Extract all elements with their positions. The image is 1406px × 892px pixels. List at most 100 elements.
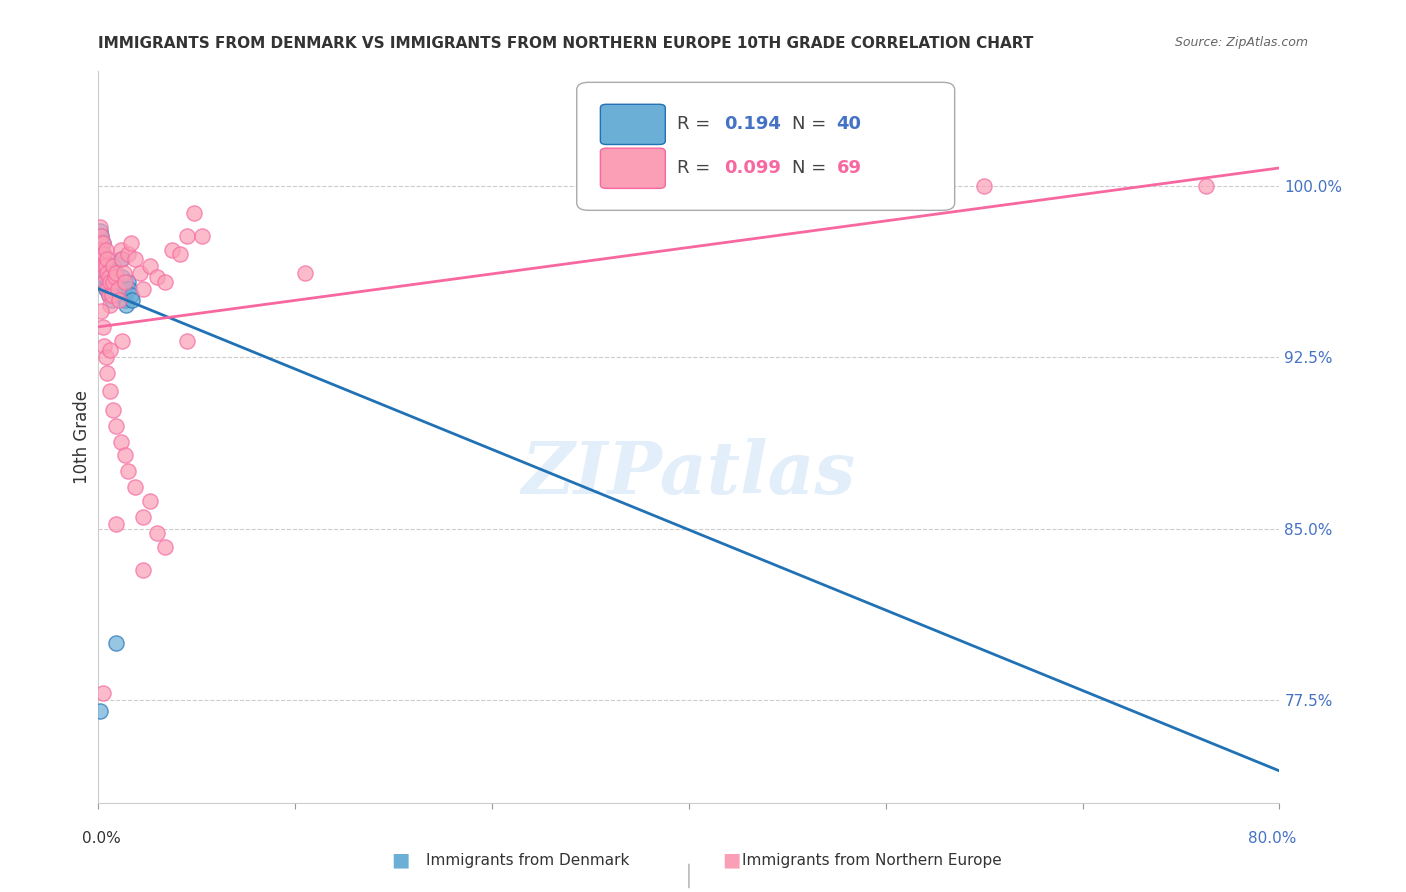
Y-axis label: 10th Grade: 10th Grade — [73, 390, 91, 484]
Point — [93, 259, 115, 273]
Point — [124, 252, 146, 266]
Point — [117, 247, 139, 261]
Point — [169, 247, 191, 261]
Point — [124, 480, 146, 494]
Point — [91, 686, 114, 700]
Point — [110, 252, 132, 266]
Point — [98, 275, 121, 289]
Point — [118, 281, 141, 295]
Point — [91, 247, 114, 261]
Point — [153, 275, 176, 289]
Point — [105, 266, 128, 280]
FancyBboxPatch shape — [600, 148, 665, 188]
Point — [108, 281, 131, 295]
Point — [90, 259, 112, 273]
Point — [176, 229, 198, 244]
Point — [93, 275, 115, 289]
Text: ■: ■ — [721, 850, 741, 869]
Point — [90, 229, 112, 244]
Point — [120, 235, 142, 250]
Text: 0.0%: 0.0% — [82, 831, 121, 846]
Point — [96, 281, 118, 295]
Point — [94, 281, 117, 295]
Point — [105, 418, 128, 433]
Point — [93, 275, 115, 289]
Point — [93, 247, 115, 261]
Point — [294, 266, 316, 280]
Text: 80.0%: 80.0% — [1249, 831, 1296, 846]
Text: ZIPatlas: ZIPatlas — [522, 438, 856, 509]
Point — [111, 334, 134, 348]
Point — [98, 297, 121, 311]
Text: ■: ■ — [391, 850, 411, 869]
Point — [132, 563, 155, 577]
Point — [120, 288, 142, 302]
Text: 0.099: 0.099 — [724, 159, 782, 177]
Point — [96, 366, 118, 380]
Point — [103, 275, 125, 289]
Text: 69: 69 — [837, 159, 862, 177]
Point — [132, 281, 155, 295]
Point — [96, 275, 118, 289]
Text: Immigrants from Northern Europe: Immigrants from Northern Europe — [742, 854, 1001, 868]
Point — [105, 270, 128, 285]
Point — [89, 235, 111, 250]
Point — [91, 270, 114, 285]
Text: R =: R = — [678, 115, 710, 133]
Point — [117, 464, 139, 478]
Point — [117, 275, 139, 289]
Point — [98, 384, 121, 399]
Point — [94, 350, 117, 364]
Point — [97, 288, 120, 302]
Point — [128, 266, 150, 280]
Text: N =: N = — [792, 159, 825, 177]
Point — [132, 510, 155, 524]
Point — [107, 275, 129, 289]
Point — [97, 270, 120, 285]
Point — [110, 434, 132, 449]
Point — [96, 266, 118, 280]
Point — [191, 229, 214, 244]
Point — [107, 281, 129, 295]
Point — [121, 293, 143, 307]
Point — [94, 270, 117, 285]
Point — [100, 288, 122, 302]
Point — [89, 704, 111, 718]
Point — [103, 259, 125, 273]
Point — [90, 243, 112, 257]
Point — [104, 270, 127, 285]
Point — [90, 243, 112, 257]
Point — [97, 288, 120, 302]
Point — [139, 259, 162, 273]
Point — [90, 304, 112, 318]
Text: IMMIGRANTS FROM DENMARK VS IMMIGRANTS FROM NORTHERN EUROPE 10TH GRADE CORRELATIO: IMMIGRANTS FROM DENMARK VS IMMIGRANTS FR… — [98, 36, 1033, 51]
Point — [91, 235, 114, 250]
Point — [91, 259, 114, 273]
Point — [114, 293, 136, 307]
Point — [89, 219, 111, 234]
Point — [162, 243, 183, 257]
Text: R =: R = — [678, 159, 710, 177]
Point — [1195, 178, 1218, 193]
Point — [153, 540, 176, 554]
Point — [97, 275, 120, 289]
Point — [108, 293, 131, 307]
Point — [146, 526, 169, 541]
Point — [89, 235, 111, 250]
Point — [111, 270, 134, 285]
Point — [112, 281, 135, 295]
Text: 0.194: 0.194 — [724, 115, 782, 133]
Point — [94, 259, 117, 273]
Point — [105, 516, 128, 531]
Point — [91, 320, 114, 334]
Point — [110, 243, 132, 257]
Point — [90, 259, 112, 273]
Point — [103, 275, 125, 289]
Point — [96, 252, 118, 266]
Point — [93, 339, 115, 353]
Point — [105, 636, 128, 650]
Point — [104, 266, 127, 280]
Point — [103, 259, 125, 273]
Point — [98, 281, 121, 295]
Point — [91, 266, 114, 280]
